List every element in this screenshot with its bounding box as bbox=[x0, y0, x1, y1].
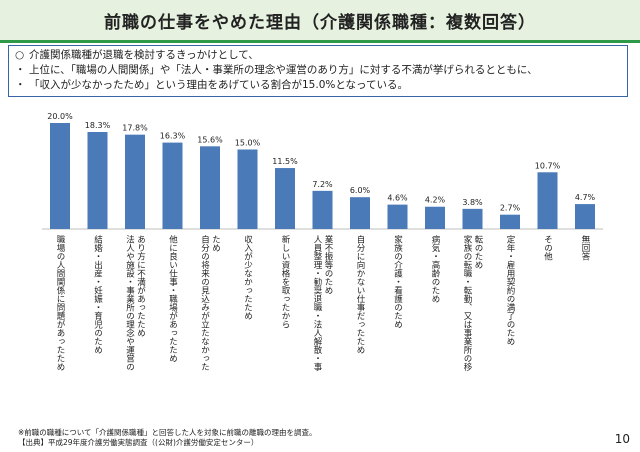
bar-value-label-13: 2.7% bbox=[500, 204, 521, 213]
category-label-8-line-1: 人員整理・勧奨退職・法人解散・事 bbox=[312, 235, 322, 371]
category-label-6: 収入が少なかったため bbox=[243, 234, 253, 320]
summary-text-3: 「収入が少なかったため」という理由をあげている割合が15.0%となっている。 bbox=[29, 79, 409, 91]
bar-6 bbox=[237, 149, 258, 229]
bar-4 bbox=[162, 142, 183, 229]
category-label-10: 家族の介護・看護のため bbox=[393, 234, 403, 328]
bar-11 bbox=[425, 206, 445, 229]
category-label-12-line-1: 家族の転職・転勤、又は事業所の移 bbox=[462, 234, 472, 371]
category-label-7: 新しい資格を取ったから bbox=[280, 234, 290, 328]
summary-line-3: ・ 「収入が少なかったため」という理由をあげている割合が15.0%となっている。 bbox=[15, 78, 621, 93]
bar-7 bbox=[275, 168, 295, 229]
bar-value-label-11: 4.2% bbox=[425, 196, 446, 205]
category-label-3-line-2: あり方に不満があったため bbox=[136, 235, 146, 337]
bar-8 bbox=[312, 190, 333, 229]
bar-value-label-2: 18.3% bbox=[85, 121, 111, 130]
summary-line-1: ○ 介護関係職種が退職を検討するきっかけとして、 bbox=[15, 48, 621, 63]
bar-15 bbox=[575, 204, 595, 229]
summary-line-2: ・ 上位に、「職場の人間関係」や「法人・事業所の理念や運営のあり方」に対する不満… bbox=[15, 63, 621, 78]
bar-14 bbox=[537, 172, 558, 229]
bar-10 bbox=[387, 204, 408, 229]
bar-value-label-3: 17.8% bbox=[122, 124, 148, 133]
bar-value-label-12: 3.8% bbox=[462, 198, 483, 207]
bar-chart: 20.0% 職場の人間関係に問題があったため 18.3% 結婚・出産・妊娠・育児のため… bbox=[42, 112, 603, 372]
bar-9 bbox=[350, 197, 370, 229]
bar-value-label-5: 15.6% bbox=[197, 135, 223, 144]
category-label-1: 職場の人間関係に問題があったため bbox=[55, 235, 65, 371]
bar-value-label-8: 7.2% bbox=[312, 180, 333, 189]
summary-text-1: 介護関係職種が退職を検討するきっかけとして、 bbox=[29, 49, 259, 61]
bar-value-label-14: 10.7% bbox=[535, 161, 561, 170]
footnote-note: ※前職の職種について「介護関係職種」と回答した人を対象に前職の離職の理由を調査。 bbox=[18, 428, 317, 437]
bar-value-label-10: 4.6% bbox=[387, 194, 408, 203]
footnote-source: 【出典】平成29年度介護労働実態調査（(公財)介護労働安定センター） bbox=[18, 438, 259, 447]
category-label-15: 無回答 bbox=[580, 234, 590, 261]
summary-text-2: 上位に、「職場の人間関係」や「法人・事業所の理念や運営のあり方」に対する不満が挙… bbox=[29, 64, 538, 76]
bar-12 bbox=[462, 208, 483, 229]
bar-3 bbox=[125, 134, 145, 229]
category-label-9: 自分に向かない仕事だったため bbox=[355, 234, 365, 354]
bar-5 bbox=[200, 146, 220, 229]
bar-value-label-7: 11.5% bbox=[272, 157, 298, 166]
category-label-13: 定年・雇用契約の満了のため bbox=[505, 234, 515, 345]
category-label-5-line-2: ため bbox=[211, 235, 221, 252]
summary-bullet-3: ・ bbox=[15, 79, 26, 91]
bar-1 bbox=[50, 123, 70, 229]
summary-bullet-1: ○ bbox=[15, 49, 25, 61]
summary-bullet-2: ・ bbox=[15, 64, 26, 76]
category-label-4: 他に良い仕事・職場があったため bbox=[168, 234, 178, 362]
bar-13 bbox=[500, 214, 520, 229]
category-label-5-line-1: 自分の将来の見込みが立たなかった bbox=[200, 234, 210, 371]
category-label-2: 結婚・出産・妊娠・育児のため bbox=[93, 234, 103, 354]
category-label-3-line-1: 法人や施設・事業所の理念や運営の bbox=[125, 234, 135, 371]
bar-value-label-6: 15.0% bbox=[235, 139, 261, 148]
slide-title: 前職の仕事をやめた理由（介護関係職種：複数回答） bbox=[104, 12, 536, 33]
summary-box: ○ 介護関係職種が退職を検討するきっかけとして、 ・ 上位に、「職場の人間関係」… bbox=[8, 45, 628, 97]
category-label-11: 病気・高齢のため bbox=[430, 234, 440, 303]
page-number: 10 bbox=[614, 432, 630, 446]
bar-value-label-9: 6.0% bbox=[350, 186, 371, 195]
bar-value-label-4: 16.3% bbox=[160, 132, 186, 141]
category-label-14: その他 bbox=[543, 235, 553, 261]
category-label-12-line-2: 転のため bbox=[473, 235, 483, 269]
bar-2 bbox=[87, 132, 108, 229]
bar-value-label-15: 4.7% bbox=[575, 193, 596, 202]
category-label-8-line-2: 業不振等のため bbox=[323, 234, 333, 294]
bar-value-label-1: 20.0% bbox=[47, 112, 73, 121]
title-bar: 前職の仕事をやめた理由（介護関係職種：複数回答） bbox=[0, 0, 640, 43]
